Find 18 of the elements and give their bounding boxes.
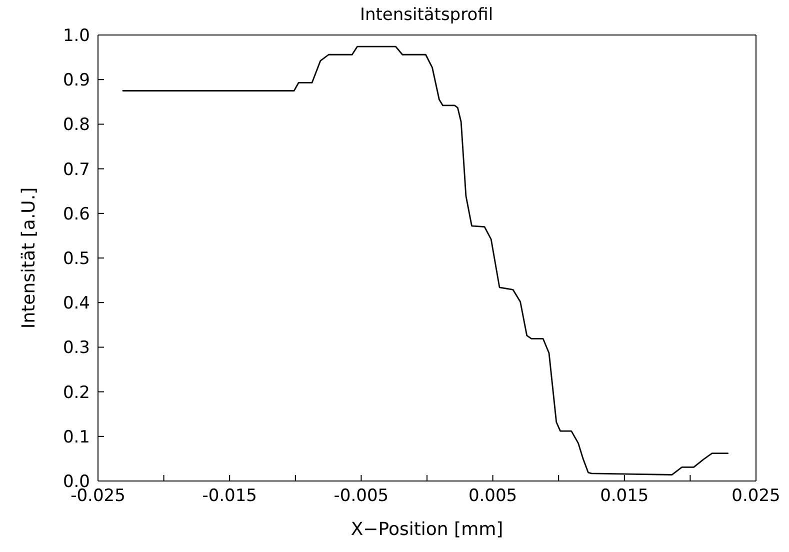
y-tick-label: 0.5 [62, 249, 90, 270]
x-tick-label: -0.005 [334, 486, 389, 506]
y-tick-label: 0.3 [62, 338, 90, 358]
y-tick-label: 0.4 [62, 294, 90, 314]
x-tick-label: 0.015 [600, 486, 649, 506]
x-tick-label: 0.025 [732, 486, 780, 506]
y-tick-label: 0.9 [62, 70, 90, 91]
x-tick-label: 0.005 [468, 486, 518, 506]
y-tick-label: 0.1 [62, 427, 90, 448]
chart-title: Intensitätsprofil [358, 5, 494, 25]
y-axis-title: Intensität [a.U.] [18, 187, 40, 329]
y-tick-label: 0.8 [62, 115, 90, 136]
y-tick-label: 0.6 [62, 204, 90, 224]
x-tick-label: -0.015 [202, 486, 258, 506]
y-tick-label: 1.0 [62, 26, 90, 46]
x-axis-title: X−Position [mm] [350, 519, 504, 540]
y-tick-label: 0.2 [62, 382, 90, 403]
y-tick-label: 0.7 [62, 160, 90, 180]
